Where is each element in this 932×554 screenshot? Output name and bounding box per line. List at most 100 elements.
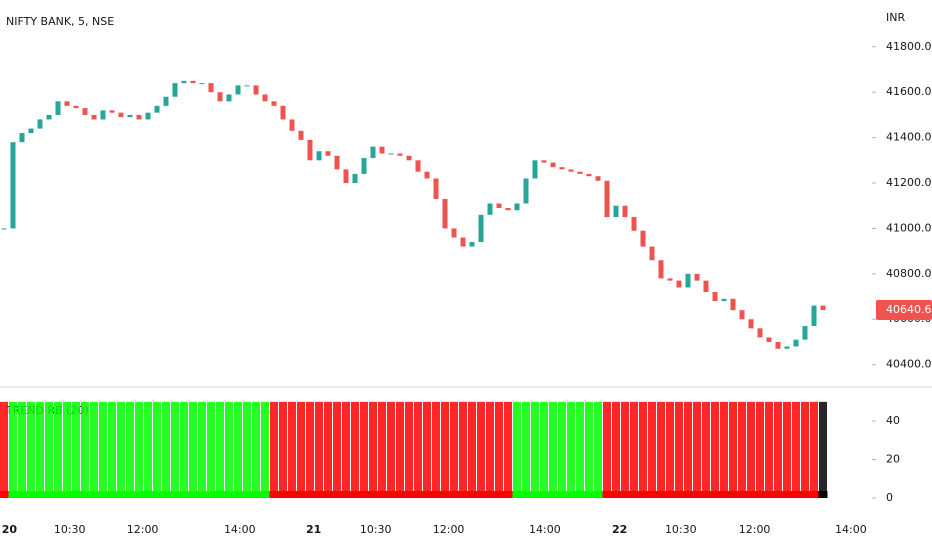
candle	[136, 114, 142, 120]
candle	[82, 108, 88, 115]
trend-bar	[486, 401, 494, 498]
candle	[10, 142, 16, 229]
trend-bar	[477, 401, 485, 498]
trend-bar	[225, 401, 233, 498]
candle	[100, 110, 106, 120]
candle	[127, 114, 133, 118]
trend-base	[143, 491, 153, 498]
trend-base	[368, 491, 378, 498]
trend-base	[647, 491, 657, 498]
trend-base	[62, 491, 72, 498]
x-tick-label: 22	[612, 523, 627, 536]
trend-base	[377, 491, 387, 498]
trend-base	[197, 491, 207, 498]
candle	[622, 205, 628, 218]
candle	[820, 305, 826, 311]
trend-bar	[567, 401, 575, 498]
candle	[739, 310, 745, 320]
candle	[415, 160, 421, 172]
trend-base	[89, 491, 99, 498]
y-tick-label: 40400.00	[886, 358, 932, 371]
trend-bar	[54, 401, 62, 498]
candle	[550, 162, 556, 168]
trend-bar	[324, 401, 332, 498]
candle	[487, 203, 493, 215]
trend-bar	[531, 401, 539, 498]
trend-base	[710, 491, 720, 498]
trend-bar	[648, 401, 656, 498]
last-price-label: 40640.65	[886, 303, 932, 316]
trend-base	[629, 491, 639, 498]
candle	[649, 246, 655, 261]
trend-base	[278, 491, 288, 498]
trend-base	[134, 491, 144, 498]
candle	[199, 83, 205, 85]
candle	[640, 230, 646, 247]
trend-base	[512, 491, 522, 498]
trend-bar	[117, 401, 125, 498]
trend-base	[125, 491, 135, 498]
trend-base	[611, 491, 621, 498]
x-tick-label: 10:30	[54, 523, 86, 536]
y-tick-label: 41200.00	[886, 176, 932, 189]
trend-bar	[9, 401, 17, 498]
candle	[397, 153, 403, 156]
trend-bar	[522, 401, 530, 498]
candle	[613, 205, 619, 218]
trend-base	[755, 491, 765, 498]
candle	[46, 114, 52, 120]
candle	[793, 339, 799, 347]
trend-bar	[297, 401, 305, 498]
trend-bar	[288, 401, 296, 498]
candle	[73, 105, 79, 109]
trend-base	[0, 491, 9, 498]
trend-bar	[423, 401, 431, 498]
candle	[271, 101, 277, 106]
trend-base	[557, 491, 567, 498]
candle	[181, 80, 187, 84]
candle	[307, 139, 313, 161]
trend-base	[35, 491, 45, 498]
x-tick-label: 10:30	[665, 523, 697, 536]
trend-base	[404, 491, 414, 498]
trend-base	[422, 491, 432, 498]
trend-base	[206, 491, 216, 498]
candle	[676, 280, 682, 288]
x-tick-label: 12:00	[127, 523, 159, 536]
trend-base	[179, 491, 189, 498]
trend-bar	[441, 401, 449, 498]
trend-base	[809, 491, 819, 498]
candle	[433, 178, 439, 199]
candle	[568, 169, 574, 172]
trend-base	[359, 491, 369, 498]
x-tick-label: 12:00	[739, 523, 771, 536]
last-price-box	[876, 300, 932, 321]
trend-base	[395, 491, 405, 498]
trend-bar	[693, 401, 701, 498]
candle	[514, 203, 520, 211]
y-tick-label: 0	[886, 491, 893, 504]
trend-bar	[126, 401, 134, 498]
candle	[91, 114, 97, 120]
candle	[154, 105, 160, 113]
trend-base	[485, 491, 495, 498]
trend-base	[251, 491, 261, 498]
trend-bar	[405, 401, 413, 498]
candle	[289, 119, 295, 131]
trend-bar	[189, 401, 197, 498]
candle	[478, 214, 484, 243]
trend-bar	[711, 401, 719, 498]
candle	[352, 173, 358, 184]
trend-base	[98, 491, 108, 498]
y-tick-label: 20	[886, 453, 900, 466]
trend-base	[44, 491, 54, 498]
trend-bar	[738, 401, 746, 498]
trend-bar	[684, 401, 692, 498]
trend-bar	[45, 401, 53, 498]
candle	[595, 176, 601, 181]
trend-base	[692, 491, 702, 498]
trend-base	[539, 491, 549, 498]
y-tick-label: 40800.00	[886, 267, 932, 280]
candle	[262, 94, 268, 102]
candle	[226, 94, 232, 102]
